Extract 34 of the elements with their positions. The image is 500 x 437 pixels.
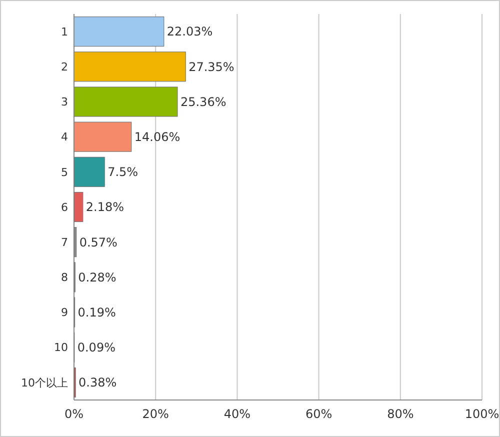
data-label: 0.09% — [77, 340, 116, 355]
x-tick-label: 60% — [305, 407, 332, 421]
data-label: 14.06% — [134, 130, 180, 144]
y-tick-label: 6 — [61, 200, 68, 214]
data-label: 7.5% — [108, 165, 138, 180]
bar — [74, 16, 164, 47]
x-tick-label: 100% — [464, 407, 500, 421]
y-tick-label: 2 — [61, 60, 68, 74]
x-tick-label: 0% — [64, 407, 84, 421]
bar — [74, 192, 84, 222]
data-label: 25.36% — [180, 94, 226, 109]
data-label: 0.28% — [78, 270, 116, 284]
data-label: 27.35% — [188, 60, 234, 74]
y-tick-label: 4 — [61, 130, 68, 144]
x-tick-label: 80% — [387, 407, 414, 421]
bar — [74, 122, 132, 152]
x-tick-label: 20% — [142, 407, 169, 421]
y-tick-label: 5 — [61, 166, 68, 179]
bar — [74, 86, 178, 117]
y-tick-label: 10个以上 — [21, 376, 68, 390]
data-label: 0.57% — [79, 235, 118, 250]
data-label: 2.18% — [86, 200, 124, 214]
data-label: 22.03% — [166, 24, 213, 39]
y-tick-label: 10 — [54, 341, 68, 354]
x-tick-label: 40% — [224, 407, 251, 421]
y-tick-label: 3 — [61, 96, 68, 109]
y-tick-label: 9 — [61, 306, 68, 320]
bar — [74, 52, 186, 82]
bar — [74, 156, 105, 187]
y-tick-label: 7 — [61, 236, 68, 249]
data-label: 0.38% — [78, 376, 117, 390]
y-tick-label: 8 — [61, 271, 68, 284]
y-tick-label: 1 — [61, 25, 68, 38]
data-label: 0.19% — [78, 305, 116, 320]
